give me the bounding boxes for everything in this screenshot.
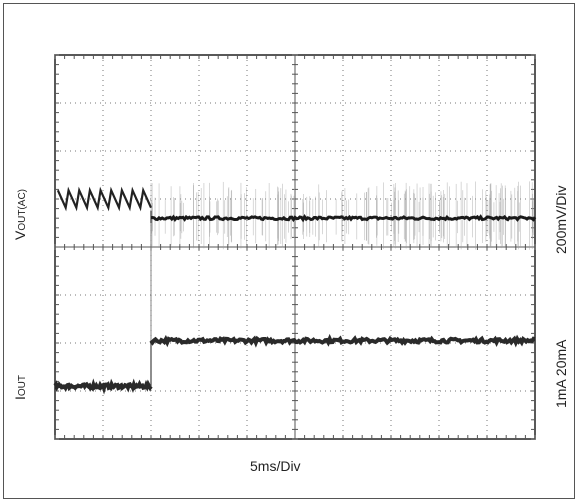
iout-label: IOUT: [12, 375, 28, 400]
x-scale-label: 5ms/Div: [250, 458, 301, 474]
vout-trace: [150, 213, 537, 223]
vout-label: VOUT(AC): [12, 189, 28, 240]
iout-trace-low: [53, 378, 153, 395]
vout-scale-label: 200mV/Div: [553, 185, 569, 254]
figure-frame: [3, 3, 575, 499]
vout-ripple-trace: [56, 186, 153, 212]
iout-trace-high: [149, 333, 536, 348]
iout-label-main: I: [12, 396, 28, 400]
vout-label-sub: OUT(AC): [17, 188, 28, 231]
vout-label-main: V: [12, 230, 28, 240]
iout-scale-label: 1mA 20mA: [553, 339, 569, 408]
iout-label-sub: OUT: [17, 375, 28, 397]
